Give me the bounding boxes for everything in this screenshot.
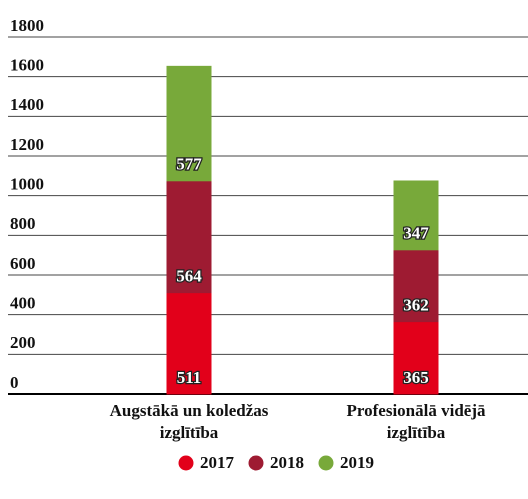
data-label: 347 bbox=[403, 224, 429, 243]
x-tick-label: Augstākā un koledžas izglītība bbox=[110, 401, 269, 442]
data-label: 577 bbox=[176, 155, 202, 174]
y-tick-label: 200 bbox=[10, 333, 36, 352]
label-line: izglītība bbox=[387, 423, 446, 442]
y-tick-label: 1400 bbox=[10, 95, 44, 114]
y-tick-label: 1600 bbox=[10, 56, 44, 75]
bar-segment bbox=[393, 321, 439, 395]
data-label: 362 bbox=[403, 296, 429, 315]
legend-label: 2017 bbox=[200, 453, 235, 472]
x-tick-label: Profesionālā vidējā izglītība bbox=[347, 401, 486, 442]
data-label: 365 bbox=[403, 368, 429, 387]
y-tick-label: 1800 bbox=[10, 16, 44, 35]
bar-segment bbox=[166, 65, 212, 182]
label-line: Augstākā un koledžas bbox=[110, 401, 269, 420]
bar-segment bbox=[393, 249, 439, 323]
bar-segment bbox=[166, 180, 212, 294]
data-label: 564 bbox=[176, 267, 202, 286]
y-tick-label: 1000 bbox=[10, 175, 44, 194]
y-tick-label: 1200 bbox=[10, 135, 44, 154]
y-tick-label: 600 bbox=[10, 254, 36, 273]
y-tick-label: 400 bbox=[10, 294, 36, 313]
label-line: izglītība bbox=[160, 423, 219, 442]
legend-swatch bbox=[318, 455, 334, 471]
y-tick-label: 0 bbox=[10, 373, 19, 392]
legend-label: 2019 bbox=[340, 453, 374, 472]
y-tick-label: 800 bbox=[10, 214, 36, 233]
bar-segment bbox=[393, 180, 439, 251]
legend-swatch bbox=[248, 455, 264, 471]
data-label: 511 bbox=[177, 368, 202, 387]
legend-label: 2018 bbox=[270, 453, 304, 472]
legend-swatch bbox=[178, 455, 194, 471]
label-line: Profesionālā vidējā bbox=[347, 401, 486, 420]
